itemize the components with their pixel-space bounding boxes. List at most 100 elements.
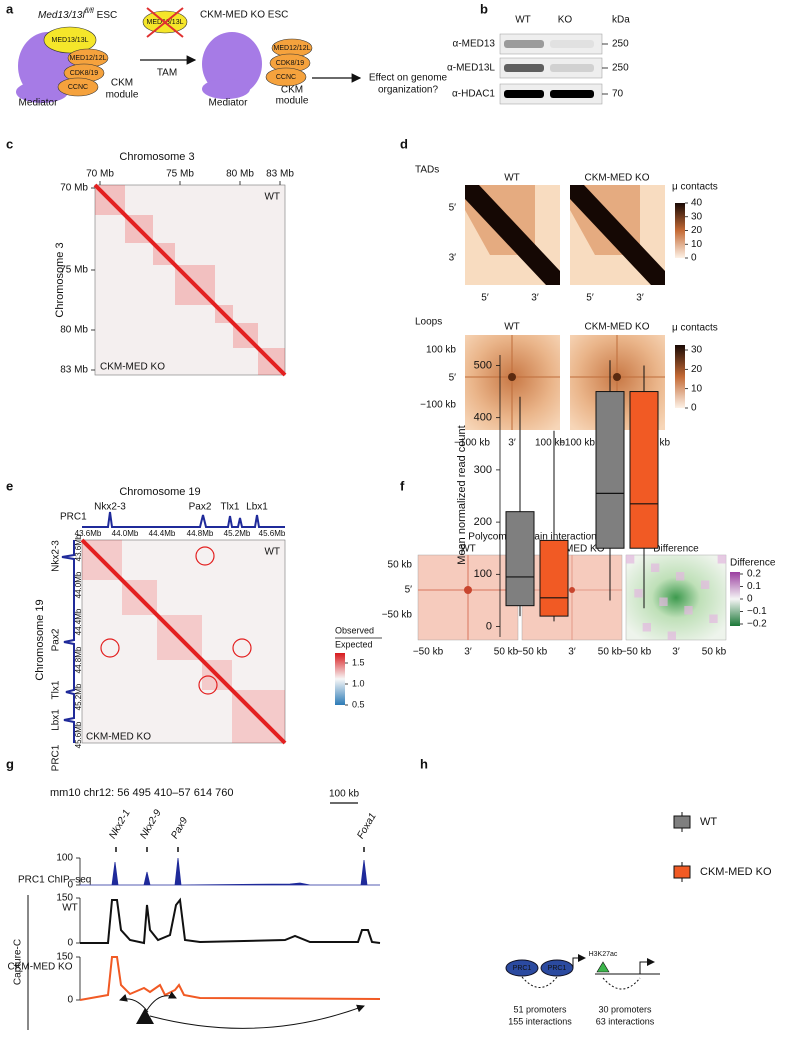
label: −50 kb: [621, 647, 652, 658]
cell: [650, 563, 660, 572]
label: 0: [747, 594, 753, 605]
cell: ESC: [97, 10, 118, 21]
mediator: [202, 79, 250, 99]
panel-label: b: [480, 1, 488, 16]
label: 0: [691, 403, 697, 414]
label: Pax9: [169, 815, 190, 841]
label: 150: [56, 893, 73, 904]
label: WT: [504, 322, 520, 333]
label: 3′: [568, 647, 576, 658]
label: 30 promoters: [598, 1004, 652, 1014]
label: Nkx2-9: [138, 808, 164, 841]
track: [82, 511, 285, 528]
label: 10: [691, 239, 703, 250]
label: 300: [474, 464, 492, 476]
highlight: [195, 546, 215, 566]
cell: [709, 614, 718, 623]
label: MED13/13L: [52, 37, 89, 44]
label: 0: [691, 253, 697, 264]
label: 83 Mb: [266, 169, 294, 180]
box: [505, 511, 535, 607]
band: [504, 40, 544, 48]
label: 75 Mb: [60, 265, 88, 276]
enrichment: [464, 586, 472, 594]
label: CCNC: [276, 74, 296, 81]
label: WT: [460, 544, 476, 555]
label: 30: [691, 345, 703, 356]
box: [595, 391, 625, 549]
label: WT: [62, 903, 78, 914]
label: Tlx1: [51, 680, 62, 699]
label: 80 Mb: [60, 325, 88, 336]
highlight: [198, 675, 218, 695]
label: WT: [700, 816, 717, 828]
prc1: [505, 959, 539, 977]
label: CKM-MED KO: [585, 173, 650, 184]
label: −100 kb: [559, 438, 595, 449]
link: [521, 976, 558, 988]
label: 10: [691, 383, 703, 394]
highlight: [100, 638, 120, 658]
label: CKM-MED KO: [540, 544, 605, 555]
label: 100: [56, 853, 73, 864]
label: 1.5: [352, 657, 365, 667]
label: TADs: [415, 165, 439, 176]
label: Mean normalized read count: [456, 425, 468, 564]
box: [629, 391, 659, 549]
label: 250: [612, 63, 629, 74]
label: Nkx2-1: [107, 808, 132, 841]
label: −0.1: [747, 606, 767, 617]
label: 45.2Mb: [74, 683, 83, 710]
panel-label: e: [6, 478, 13, 493]
label: Foxa1: [355, 811, 378, 841]
label: 45.6Mb: [259, 529, 286, 538]
label: 80 Mb: [226, 169, 254, 180]
label: CKM-MED KO: [8, 962, 73, 973]
label: 63 interactions: [596, 1016, 655, 1026]
label: Tlx1: [221, 502, 240, 513]
colorbar: [730, 572, 740, 626]
band: [550, 64, 594, 72]
label: Lbx1: [246, 502, 268, 513]
label: PRC1 ChIP–seq: [18, 875, 91, 886]
label: 150: [56, 952, 73, 963]
label: 50 kb: [494, 647, 519, 658]
cross: [146, 7, 184, 38]
signal: [80, 857, 380, 886]
panel-label: f: [400, 478, 405, 493]
diagonal: [465, 185, 560, 285]
label: 44.4Mb: [74, 608, 83, 635]
label: 1.0: [352, 678, 365, 688]
label: Chromosome 3: [54, 242, 66, 317]
label: 250: [612, 39, 629, 50]
h3k27ac: [596, 961, 610, 973]
signal: [80, 897, 381, 945]
cell: [626, 555, 635, 564]
band: [504, 90, 544, 98]
label: 0: [67, 995, 73, 1006]
promoter: [639, 958, 655, 974]
label: 51 promoters: [513, 1004, 567, 1014]
label: 20: [691, 225, 703, 236]
label: 50 kb: [598, 647, 623, 658]
enrichment: [569, 587, 575, 593]
label: WT: [264, 192, 280, 203]
label: WT: [515, 15, 531, 26]
label: PRC1: [513, 965, 532, 972]
legend-swatch: [673, 865, 691, 879]
label: 100: [474, 568, 492, 580]
band: [550, 40, 594, 48]
label: Nkx2-3: [94, 502, 126, 513]
track: [61, 540, 75, 743]
label: CKM-MED KO: [585, 322, 650, 333]
label: −100 kb: [454, 438, 490, 449]
label: 70: [612, 89, 624, 100]
label: CCNC: [68, 84, 88, 91]
label: organization?: [378, 85, 438, 96]
label: 0.5: [352, 699, 365, 709]
label: 100 kb: [329, 789, 359, 800]
label: Chromosome 19: [34, 599, 46, 680]
label: α-MED13L: [447, 63, 495, 74]
label: 5′: [449, 373, 457, 384]
panel-label: c: [6, 136, 13, 151]
